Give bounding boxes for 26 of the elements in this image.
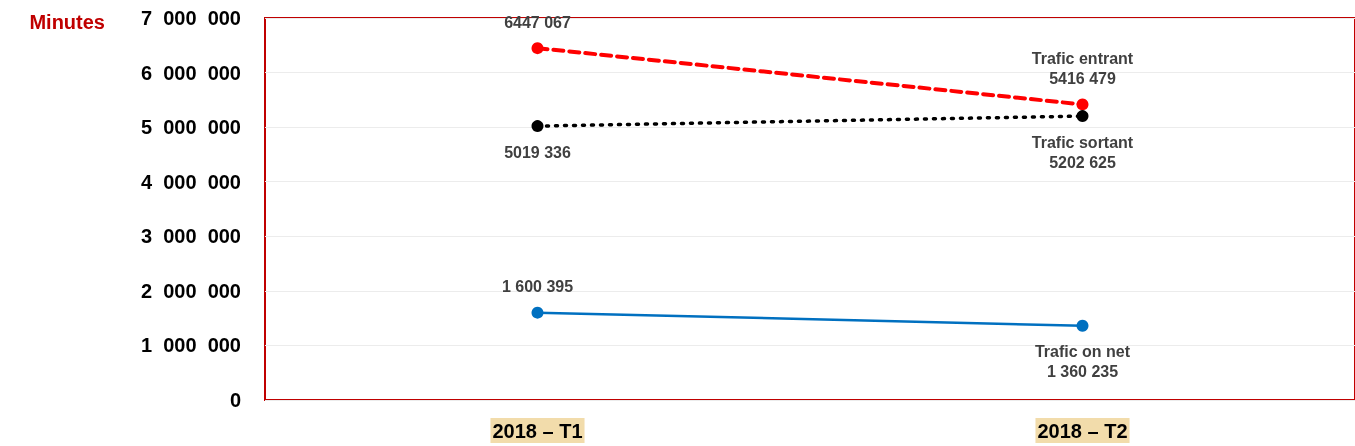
y-tick-label: 2 000 000 (140, 279, 241, 302)
text: Trafic entrant (1031, 49, 1134, 67)
x-tick-label: 2018 – T2 (1037, 420, 1128, 442)
point (531, 42, 544, 55)
data-label: 6447 067 (504, 13, 571, 31)
y-tick-label: 6 000 000 (140, 61, 241, 84)
y-tick-label: 3 000 000 (140, 225, 241, 248)
data-label: 5416 479 (1049, 69, 1116, 87)
x-tick-label: 2018 – T1 (492, 420, 583, 442)
y-tick-label: 1 000 000 (140, 334, 241, 357)
y-tick-label: 5 000 000 (140, 116, 241, 139)
y-axis-title: Minutes (29, 11, 105, 33)
series-label: Trafic on net (1034, 343, 1131, 361)
data-label: 5019 336 (504, 143, 571, 161)
data-label: 1 360 235 (1046, 363, 1119, 381)
point (531, 306, 544, 319)
data-label: 1 600 395 (501, 278, 574, 296)
y-tick-label: 7 000 000 (140, 7, 241, 29)
point (1076, 319, 1089, 332)
point (1076, 110, 1089, 123)
data-label: 5202 625 (1049, 153, 1116, 171)
y-tick-label: 0 (229, 389, 241, 411)
series-label: Trafic sortant (1031, 133, 1134, 151)
y-tick-label: 4 000 000 (140, 170, 241, 193)
point (531, 120, 544, 133)
point (1076, 98, 1089, 111)
